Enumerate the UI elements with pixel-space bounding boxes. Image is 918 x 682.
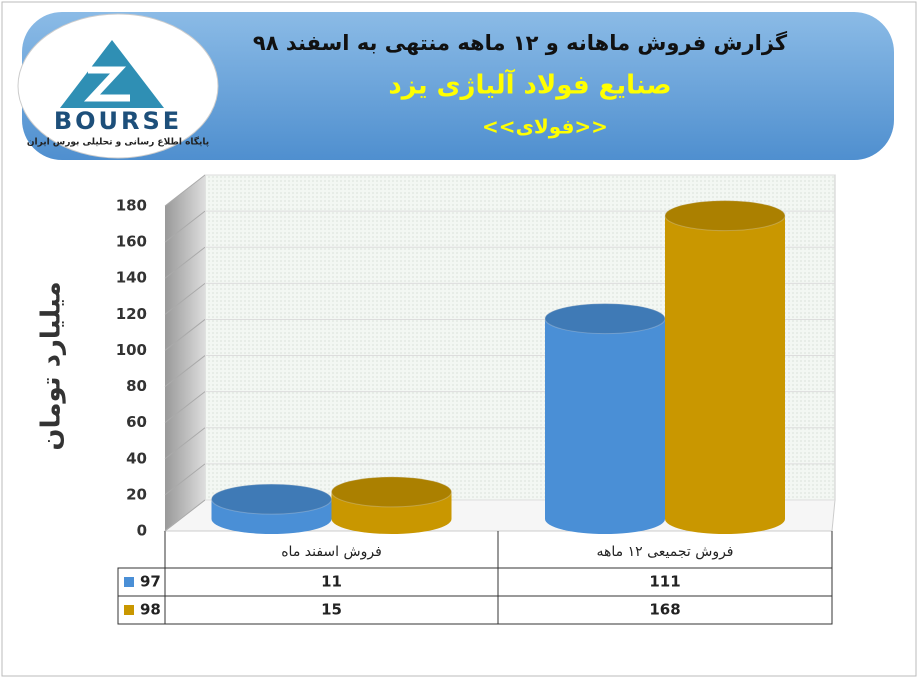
grid-line [164, 174, 206, 207]
grid-line [164, 319, 206, 351]
logo-tagline: پایگاه اطلاع رسانی و تحلیلی بورس ایران [27, 136, 209, 148]
y-tick-label: 180 [116, 197, 147, 215]
grid-line [164, 499, 206, 532]
x-tick-label: فروش اسفند ماه [281, 544, 382, 560]
annotation: <<فولای>> [482, 115, 608, 139]
bar [545, 318, 665, 519]
grid-line [164, 210, 206, 243]
grid-line [164, 246, 206, 279]
grid-line [164, 391, 206, 424]
table-value: 15 [321, 601, 342, 619]
x-tick-label: فروش تجمیعی ۱۲ ماهه [597, 544, 734, 560]
table-value: 11 [321, 573, 342, 591]
y-axis-label: میلیارد تومان [37, 281, 67, 450]
data-table [117, 531, 833, 625]
legend-swatch [124, 605, 134, 615]
header [22, 12, 894, 160]
chart-title: گزارش فروش ماهانه و ۱۲ ماهه منتهی به اسف… [253, 30, 788, 55]
legend-label: 98 [140, 601, 161, 619]
y-tick-label: 40 [126, 449, 147, 467]
logo-text: BOURSE [54, 107, 182, 135]
y-tick-label: 0 [137, 522, 147, 540]
bar-top [331, 476, 452, 508]
table-value: 168 [649, 601, 680, 619]
grid-line [164, 463, 206, 496]
chart-subtitle: صنایع فولاد آلیاژی یزد [388, 69, 671, 101]
grid-line [164, 427, 206, 460]
y-tick-label: 20 [126, 485, 147, 503]
table-value: 111 [649, 573, 680, 591]
bar [665, 215, 785, 519]
y-tick-label: 80 [126, 377, 147, 395]
y-tick-label: 100 [116, 341, 147, 359]
y-tick-label: 60 [126, 413, 147, 431]
grid-line [164, 282, 206, 315]
side-wall [165, 175, 205, 531]
y-tick-label: 140 [116, 269, 147, 287]
y-tick-label: 160 [116, 233, 147, 251]
logo-mark [83, 66, 130, 102]
legend-swatch [124, 577, 134, 587]
bar-top [211, 483, 332, 515]
grid-line [164, 355, 206, 387]
bar-top [664, 200, 786, 232]
legend-label: 97 [140, 573, 161, 591]
bar-top [544, 303, 666, 335]
y-tick-label: 120 [116, 305, 147, 323]
